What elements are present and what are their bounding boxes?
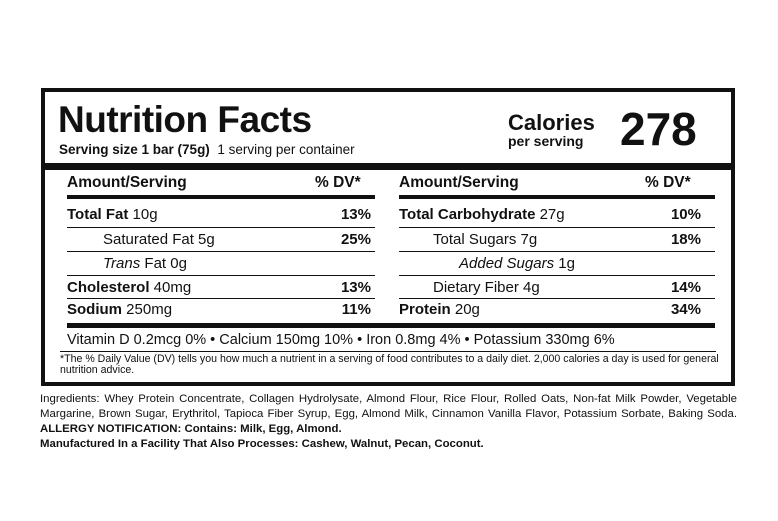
label-title: Nutrition Facts xyxy=(58,99,312,140)
right-amount-header: Amount/Serving xyxy=(399,174,519,191)
nutrient-total-fat: Total Fat 10g xyxy=(67,206,158,223)
vitamins-minerals: Vitamin D 0.2mcg 0% • Calcium 150mg 10% … xyxy=(67,332,615,348)
row-rule xyxy=(67,298,375,299)
row-rule xyxy=(399,275,715,276)
dv-total-fat: 13% xyxy=(340,206,371,223)
left-amount-header: Amount/Serving xyxy=(67,174,187,191)
calories-value: 278 xyxy=(620,103,697,155)
right-dv-header: % DV* xyxy=(645,174,691,191)
nutrient-sodium: Sodium 250mg xyxy=(67,301,173,318)
daily-value-footnote: *The % Daily Value (DV) tells you how mu… xyxy=(60,353,719,376)
serving-info: Serving size 1 bar (75g) 1 serving per c… xyxy=(59,142,355,157)
nutrient-cholesterol: Cholesterol 40mg xyxy=(67,279,192,296)
row-rule xyxy=(67,251,375,252)
calories-sublabel: per serving xyxy=(508,133,584,149)
calories-label: Calories xyxy=(508,110,595,135)
left-column-divider xyxy=(67,195,375,199)
nutrient-total-carbohydrate: Total Carbohydrate 27g xyxy=(399,206,565,223)
nutrient-added-sugars: Added Sugars 1g xyxy=(459,255,575,272)
nutrient-saturated-fat: Saturated Fat 5g xyxy=(103,231,215,248)
left-dv-header: % DV* xyxy=(315,174,361,191)
dv-total-sugars: 18% xyxy=(670,231,701,248)
right-column-divider xyxy=(399,195,715,199)
facility-notice: Manufactured In a Facility That Also Pro… xyxy=(40,438,484,450)
dv-saturated-fat: 25% xyxy=(340,231,371,248)
dv-cholesterol: 13% xyxy=(340,279,371,296)
ingredients-block: Ingredients: Whey Protein Concentrate, C… xyxy=(40,392,737,452)
nutrient-dietary-fiber: Dietary Fiber 4g xyxy=(433,279,540,296)
vitamins-divider xyxy=(67,323,715,328)
row-rule xyxy=(399,227,715,228)
nutrient-total-sugars: Total Sugars 7g xyxy=(433,231,538,248)
allergy-notification: ALLERGY NOTIFICATION: Contains: Milk, Eg… xyxy=(40,423,342,435)
header-divider xyxy=(45,163,731,170)
serving-size: Serving size 1 bar (75g) xyxy=(59,142,210,157)
row-rule xyxy=(67,275,375,276)
dv-total-carbohydrate: 10% xyxy=(670,206,701,223)
row-rule xyxy=(399,298,715,299)
footnote-rule xyxy=(60,351,716,352)
ingredients-list: Ingredients: Whey Protein Concentrate, C… xyxy=(40,393,737,420)
nutrient-protein: Protein 20g xyxy=(399,301,480,318)
dv-protein: 34% xyxy=(670,301,701,318)
row-rule xyxy=(399,251,715,252)
nutrition-label: Nutrition Facts Serving size 1 bar (75g)… xyxy=(41,88,735,386)
dv-sodium: 11% xyxy=(341,301,371,318)
dv-dietary-fiber: 14% xyxy=(670,279,701,296)
row-rule xyxy=(67,227,375,228)
nutrient-trans-fat: Trans Fat 0g xyxy=(103,255,187,272)
servings-per-container: 1 serving per container xyxy=(217,142,355,157)
